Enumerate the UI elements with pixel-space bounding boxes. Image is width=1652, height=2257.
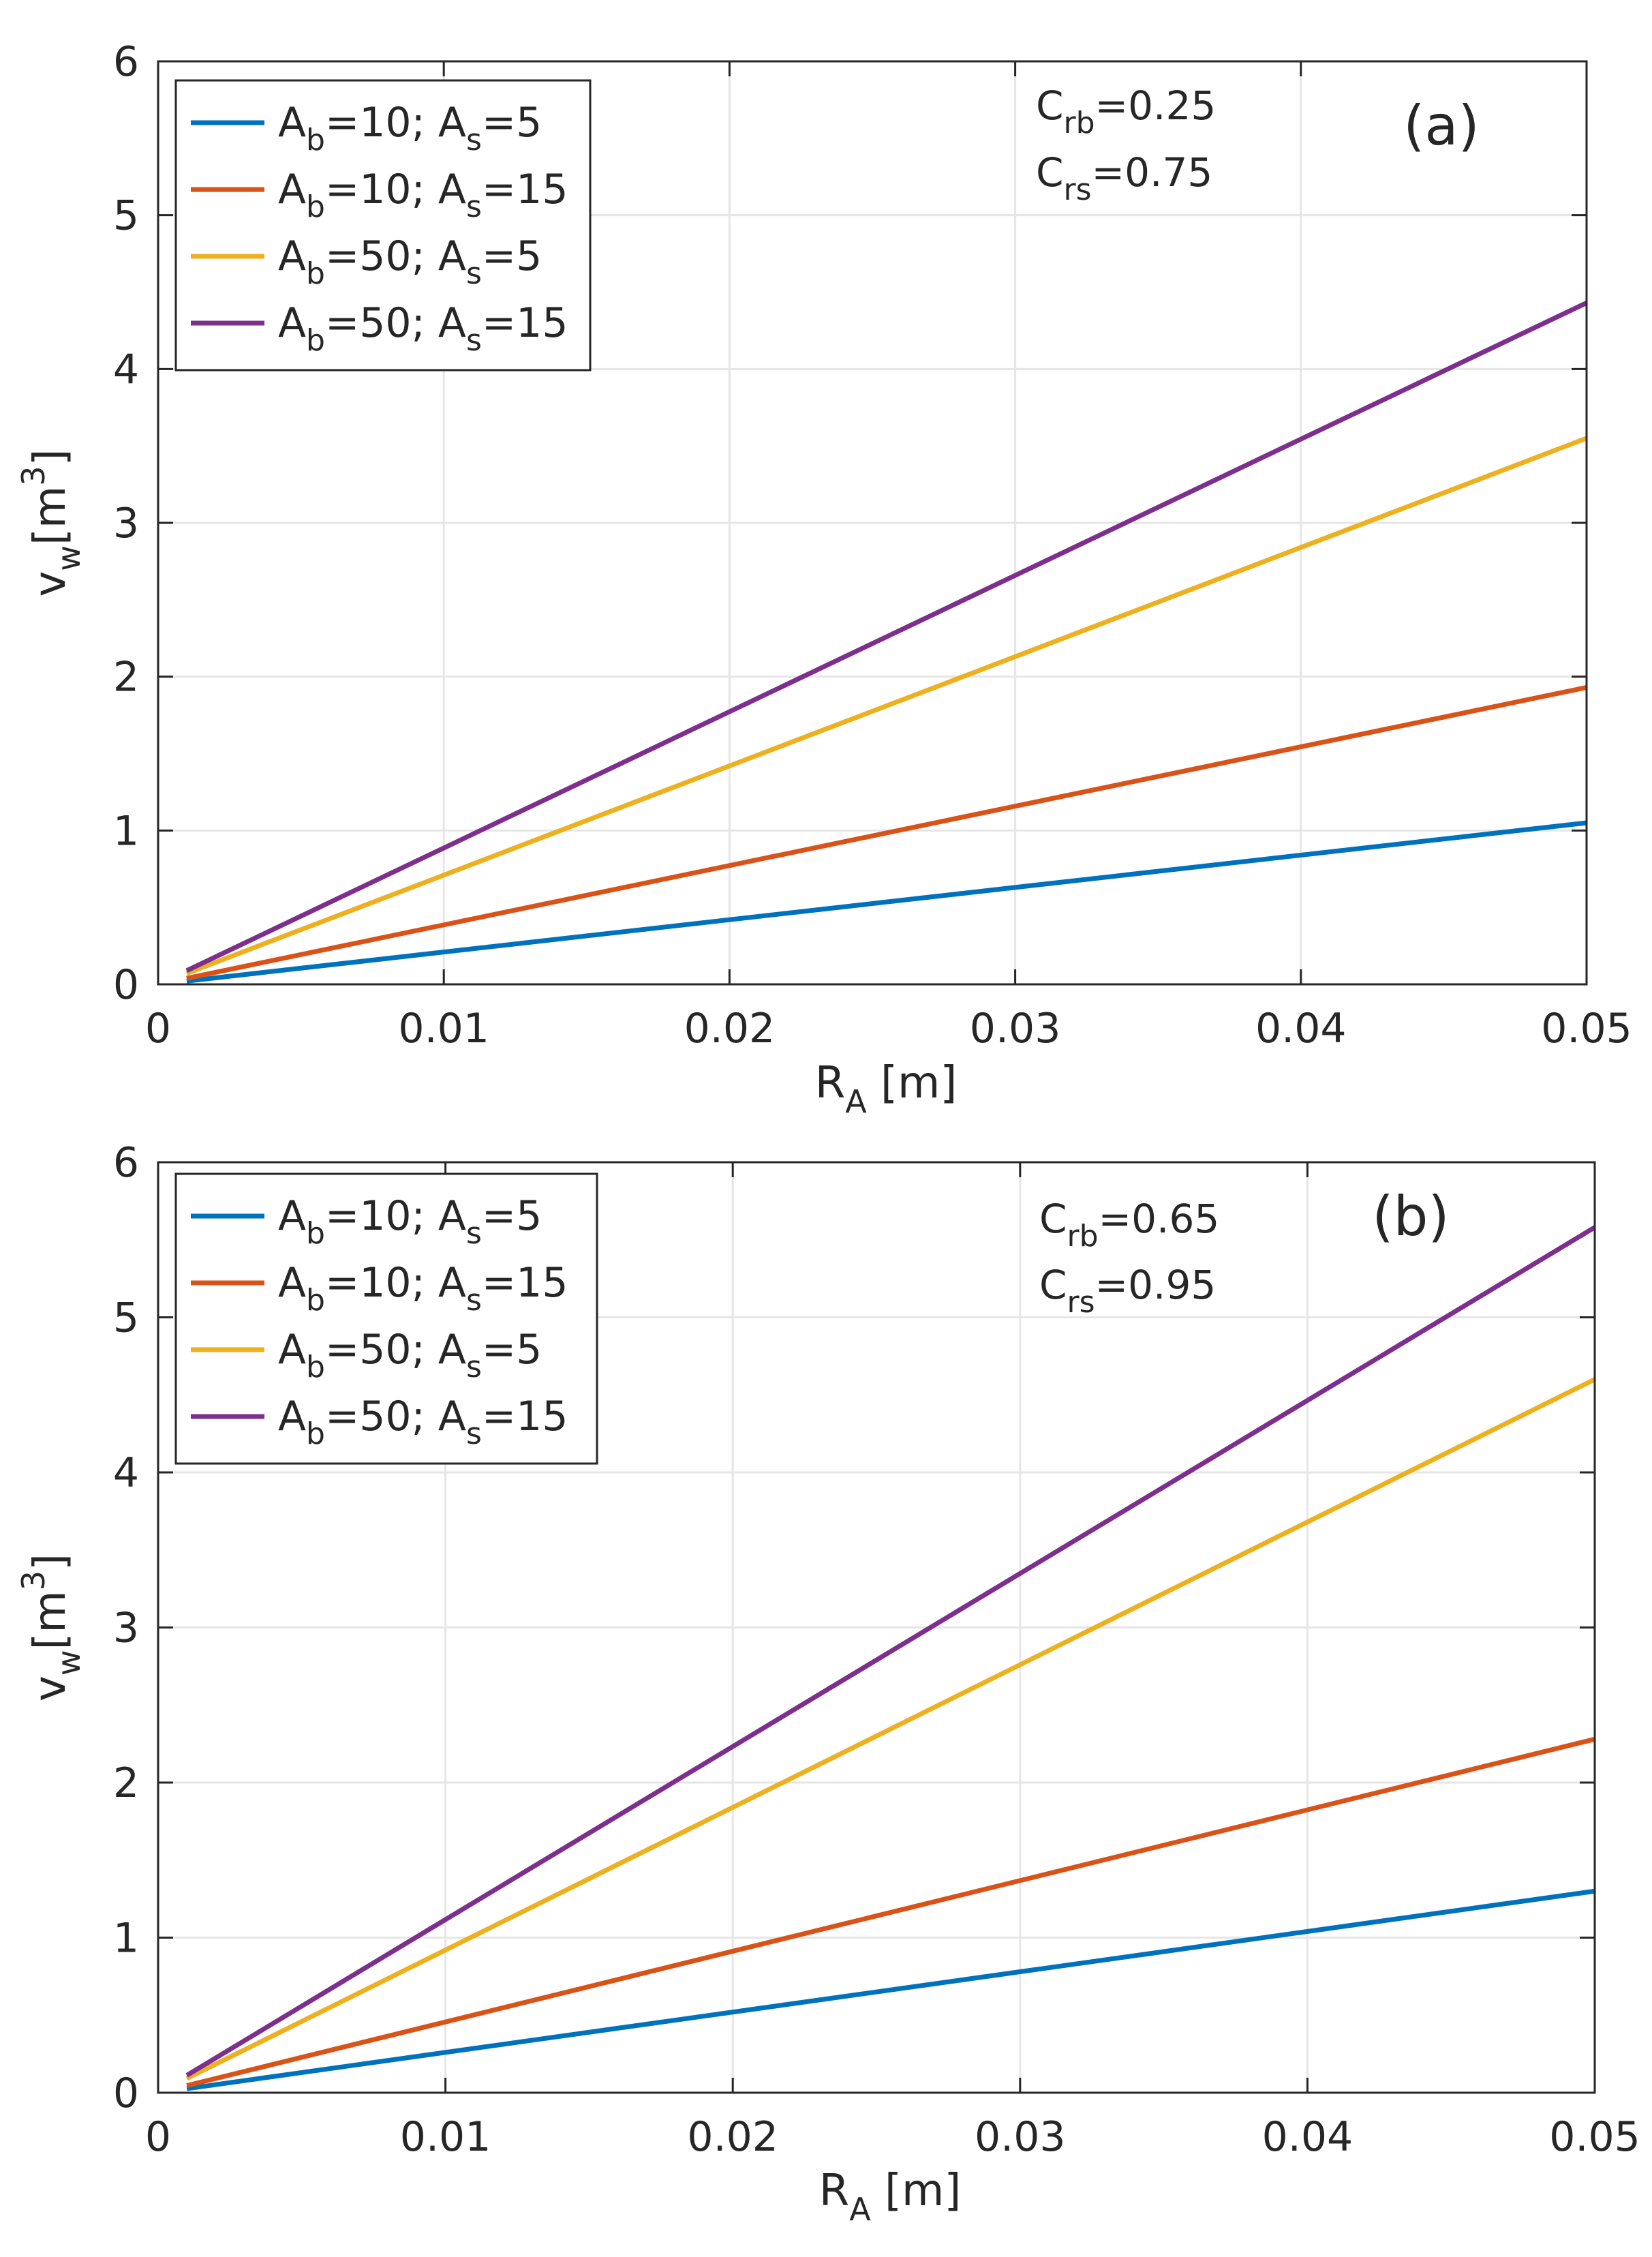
- x-tick-label: 0.03: [975, 2113, 1066, 2161]
- y-axis-label: vw[m3]: [15, 1554, 87, 1701]
- x-tick-label: 0: [145, 1005, 171, 1052]
- annotation-crb: Crb=0.25: [1036, 82, 1216, 140]
- series-line-1: [186, 820, 1587, 984]
- series-line-2: [186, 685, 1587, 981]
- annotation-crb: Crb=0.65: [1039, 1196, 1219, 1254]
- legend-entry-2: Ab=10; As=15: [278, 166, 568, 224]
- x-tick-label: 0.04: [1262, 2113, 1353, 2161]
- legend: Ab=10; As=5 Ab=10; As=15 Ab=50; As=5 Ab=50;…: [174, 1172, 598, 1465]
- x-tick-label: 0.05: [1549, 2113, 1640, 2161]
- y-tick-label: 2: [113, 1759, 139, 1807]
- y-tick-label: 2: [113, 654, 139, 701]
- series-line-4: [185, 1225, 1596, 2078]
- x-axis-label: RA [m]: [819, 2166, 962, 2228]
- legend-entry-3: Ab=50; As=5: [278, 1326, 542, 1384]
- x-tick-label: 0.02: [687, 2113, 778, 2161]
- x-tick-label: 0.04: [1255, 1005, 1347, 1052]
- panel-label: (b): [1372, 1185, 1449, 1248]
- x-tick-label: 0.03: [970, 1005, 1061, 1052]
- series-line-1: [186, 1888, 1595, 2091]
- legend: Ab=10; As=5 Ab=10; As=15 Ab=50; As=5 Ab=50;…: [174, 79, 592, 372]
- y-tick-label: 5: [113, 1294, 139, 1342]
- y-tick-label: 0: [113, 2070, 139, 2117]
- y-tick-label: 6: [113, 38, 139, 86]
- legend-entry-4: Ab=50; As=15: [278, 1393, 568, 1451]
- y-tick-label: 4: [113, 1449, 139, 1497]
- y-tick-label: 0: [113, 961, 139, 1009]
- legend-entry-1: Ab=10; As=5: [278, 99, 542, 157]
- annotation-crs: Crs=0.75: [1036, 149, 1212, 207]
- panel-label: (a): [1403, 94, 1479, 157]
- x-tick-label: 0.01: [398, 1005, 489, 1052]
- y-tick-label: 4: [113, 346, 139, 393]
- x-tick-label: 0.01: [400, 2113, 491, 2161]
- chart-panel-a: 0 0.01 0.02 0.03 0.04 0.05 0 1 2 3 4 5 6 RA [m] vw[m3]…: [15, 38, 1632, 1120]
- series-line-4: [185, 301, 1588, 973]
- legend-entry-4: Ab=50; As=15: [278, 299, 568, 358]
- x-axis-label: RA [m]: [815, 1058, 958, 1120]
- legend-box: [174, 79, 592, 372]
- series-line-3: [185, 436, 1588, 976]
- y-tick-label: 1: [113, 1915, 139, 1963]
- y-tick-label: 6: [113, 1139, 139, 1187]
- y-tick-label: 5: [113, 192, 139, 240]
- x-tick-label: 0.05: [1541, 1005, 1632, 1052]
- x-tick-label: 0.02: [684, 1005, 776, 1052]
- y-axis-label: vw[m3]: [15, 449, 87, 596]
- y-tick-label: 1: [113, 807, 139, 855]
- legend-entry-1: Ab=10; As=5: [278, 1192, 542, 1251]
- y-tick-label: 3: [113, 500, 139, 547]
- annotation-crs: Crs=0.95: [1039, 1262, 1216, 1320]
- chart-panel-b: 0 0.01 0.02 0.03 0.04 0.05 0 1 2 3 4 5 6 RA [m] vw[m3]…: [15, 1139, 1640, 2228]
- x-tick-label: 0: [145, 2113, 171, 2161]
- legend-entry-2: Ab=10; As=15: [278, 1259, 568, 1318]
- y-tick-label: 3: [113, 1605, 139, 1652]
- legend-entry-3: Ab=50; As=5: [278, 232, 542, 291]
- series-line-2: [186, 1736, 1595, 2088]
- series-line-3: [185, 1377, 1596, 2081]
